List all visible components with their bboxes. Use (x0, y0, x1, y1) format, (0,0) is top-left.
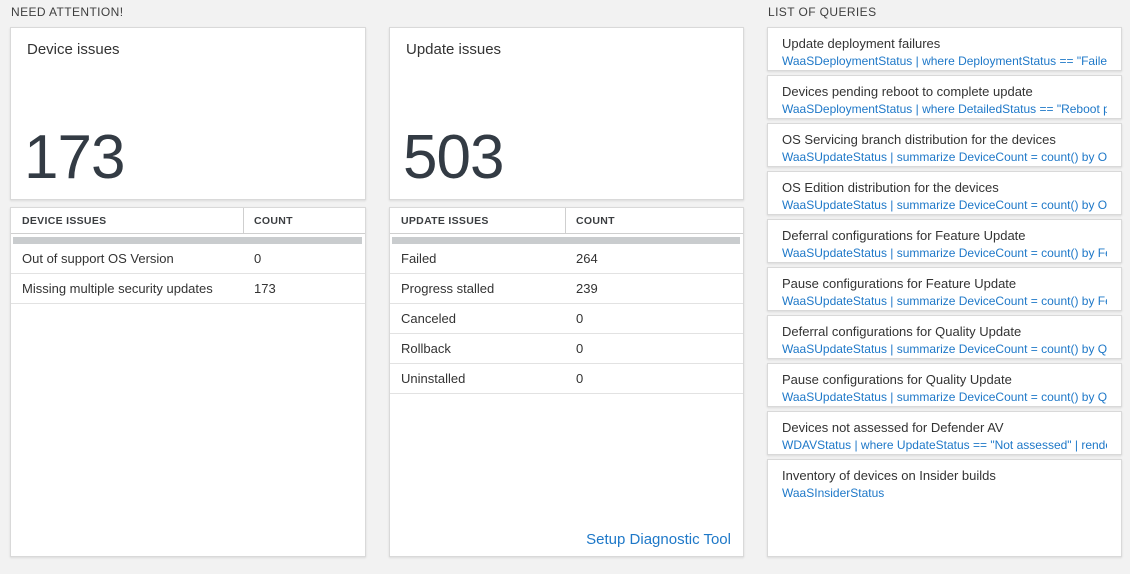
query-text: WaaSUpdateStatus | summarize DeviceCount… (782, 342, 1107, 356)
row-label: Rollback (401, 341, 451, 356)
query-title: Deferral configurations for Feature Upda… (782, 228, 1026, 243)
update-issues-column: Update issues 503 UPDATE ISSUES COUNT Fa… (389, 27, 744, 557)
query-text: WaaSDeploymentStatus | where DetailedSta… (782, 102, 1107, 116)
table-row[interactable]: Out of support OS Version 0 (11, 244, 365, 274)
query-text: WDAVStatus | where UpdateStatus == "Not … (782, 438, 1107, 452)
query-title: Update deployment failures (782, 36, 941, 51)
query-card-defender-av-not-assessed[interactable]: Devices not assessed for Defender AV WDA… (767, 411, 1122, 455)
query-card-devices-pending-reboot[interactable]: Devices pending reboot to complete updat… (767, 75, 1122, 119)
query-card-os-edition-distribution[interactable]: OS Edition distribution for the devices … (767, 171, 1122, 215)
row-count: 264 (576, 251, 598, 266)
query-card-deferral-feature-update[interactable]: Deferral configurations for Feature Upda… (767, 219, 1122, 263)
query-text: WaaSDeploymentStatus | where DeploymentS… (782, 54, 1107, 68)
query-title: Deferral configurations for Quality Upda… (782, 324, 1022, 339)
row-count: 173 (254, 281, 276, 296)
query-title: OS Edition distribution for the devices (782, 180, 999, 195)
query-card-update-deployment-failures[interactable]: Update deployment failures WaaSDeploymen… (767, 27, 1122, 71)
row-label: Out of support OS Version (22, 251, 174, 266)
row-count: 0 (254, 251, 262, 266)
device-issues-table-header: DEVICE ISSUES COUNT (11, 208, 365, 234)
row-label: Canceled (401, 311, 456, 326)
table-row[interactable]: Rollback 0 (390, 334, 743, 364)
device-issues-count: 173 (24, 123, 125, 192)
update-issues-tile[interactable]: Update issues 503 (389, 27, 744, 200)
setup-diagnostic-tool-link[interactable]: Setup Diagnostic Tool (586, 531, 731, 548)
query-card-insider-builds-inventory[interactable]: Inventory of devices on Insider builds W… (767, 459, 1122, 557)
query-text: WaaSUpdateStatus | summarize DeviceCount… (782, 150, 1107, 164)
row-label: Failed (401, 251, 437, 266)
table-row[interactable]: Progress stalled 239 (390, 274, 743, 304)
table-row[interactable]: Missing multiple security updates 173 (11, 274, 365, 304)
device-issues-tile[interactable]: Device issues 173 (10, 27, 366, 200)
query-title: Pause configurations for Feature Update (782, 276, 1017, 291)
query-title: Devices not assessed for Defender AV (782, 420, 1004, 435)
device-issues-column-header: DEVICE ISSUES (11, 208, 244, 233)
table-row[interactable]: Failed 264 (390, 244, 743, 274)
query-title: Inventory of devices on Insider builds (782, 468, 996, 483)
query-text: WaaSUpdateStatus | summarize DeviceCount… (782, 390, 1107, 404)
query-card-pause-feature-update[interactable]: Pause configurations for Feature Update … (767, 267, 1122, 311)
row-count: 0 (576, 371, 584, 386)
query-text: WaaSUpdateStatus | summarize DeviceCount… (782, 198, 1107, 212)
update-issues-count: 503 (403, 123, 504, 192)
query-card-pause-quality-update[interactable]: Pause configurations for Quality Update … (767, 363, 1122, 407)
query-card-os-servicing-branch[interactable]: OS Servicing branch distribution for the… (767, 123, 1122, 167)
query-text: WaaSUpdateStatus | summarize DeviceCount… (782, 246, 1107, 260)
need-attention-section-label: NEED ATTENTION! (11, 5, 124, 19)
row-label: Progress stalled (401, 281, 495, 296)
query-text: WaaSInsiderStatus (782, 486, 885, 500)
device-issues-column: Device issues 173 DEVICE ISSUES COUNT Ou… (10, 27, 366, 557)
update-issues-table-header: UPDATE ISSUES COUNT (390, 208, 743, 234)
table-row[interactable]: Canceled 0 (390, 304, 743, 334)
query-title: Devices pending reboot to complete updat… (782, 84, 1033, 99)
row-count: 0 (576, 311, 584, 326)
device-issues-table: DEVICE ISSUES COUNT Out of support OS Ve… (10, 207, 366, 557)
row-label: Missing multiple security updates (22, 281, 213, 296)
query-list-column: Update deployment failures WaaSDeploymen… (767, 27, 1122, 557)
count-column-header: COUNT (254, 214, 293, 227)
row-count: 239 (576, 281, 598, 296)
list-of-queries-section-label: LIST OF QUERIES (768, 5, 877, 19)
query-title: OS Servicing branch distribution for the… (782, 132, 1056, 147)
update-issues-column-header: UPDATE ISSUES (390, 208, 566, 233)
query-title: Pause configurations for Quality Update (782, 372, 1012, 387)
update-issues-table: UPDATE ISSUES COUNT Failed 264 Progress … (389, 207, 744, 557)
query-card-deferral-quality-update[interactable]: Deferral configurations for Quality Upda… (767, 315, 1122, 359)
device-issues-title: Device issues (27, 41, 120, 58)
update-issues-title: Update issues (406, 41, 502, 58)
count-column-header: COUNT (576, 214, 615, 227)
table-scrollbar-track[interactable] (392, 237, 740, 244)
row-label: Uninstalled (401, 371, 466, 386)
table-scrollbar-track[interactable] (13, 237, 362, 244)
row-count: 0 (576, 341, 584, 356)
query-text: WaaSUpdateStatus | summarize DeviceCount… (782, 294, 1107, 308)
table-row[interactable]: Uninstalled 0 (390, 364, 743, 394)
